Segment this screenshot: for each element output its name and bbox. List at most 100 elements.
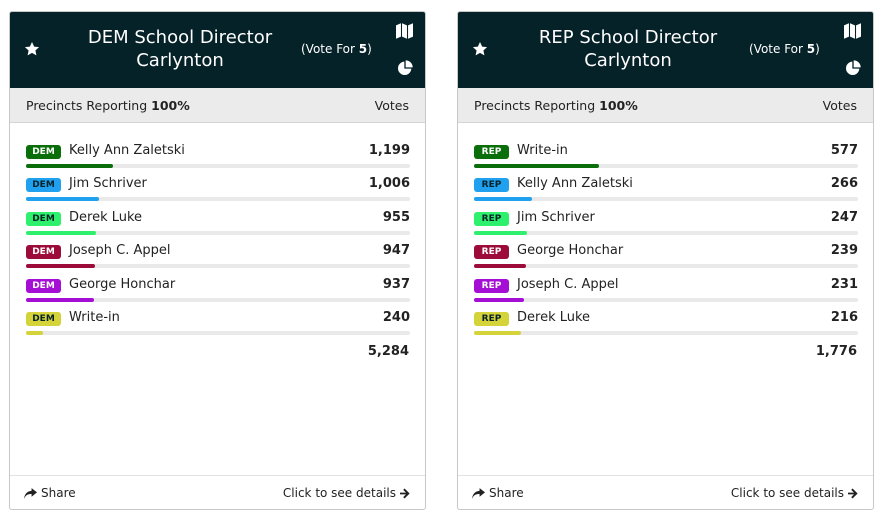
pie-chart-icon[interactable] (397, 60, 413, 76)
vote-share-bar-track (26, 297, 410, 302)
vote-share-bar-track (26, 330, 410, 335)
race-card-rep-school-director: REP School Director Carlynton (Vote For … (457, 11, 874, 510)
party-badge: REP (474, 145, 509, 159)
precincts-label: Precincts Reporting (474, 98, 596, 113)
party-badge: REP (474, 311, 509, 326)
party-badge: DEM (26, 178, 61, 193)
vote-share-bar-track (26, 164, 410, 168)
candidate-row: REP Jim Schriver 247 (474, 209, 858, 242)
star-icon[interactable] (472, 41, 488, 57)
candidate-votes: 266 (830, 176, 858, 192)
pie-chart-icon[interactable] (845, 60, 861, 76)
race-card-dem-school-director: DEM School Director Carlynton (Vote For … (9, 11, 426, 510)
vote-share-bar (26, 197, 99, 202)
vote-share-bar (26, 330, 44, 335)
vote-share-bar (474, 330, 521, 335)
candidate-name: Joseph C. Appel (69, 243, 171, 259)
vote-share-bar-track (474, 330, 858, 335)
vote-share-bar-track (474, 264, 858, 269)
details-label: Click to see details (730, 486, 844, 500)
vote-share-bar (474, 197, 532, 202)
race-title: REP School Director Carlynton (516, 26, 740, 72)
race-title-line1: DEM School Director (87, 27, 273, 48)
candidate-votes: 955 (382, 209, 410, 225)
vote-share-bar (474, 164, 599, 168)
race-title-line2: Carlynton (584, 50, 672, 71)
vote-for-label: (Vote For 5) (301, 41, 372, 57)
card-header: REP School Director Carlynton (Vote For … (458, 12, 873, 88)
candidate-name: Joseph C. Appel (517, 276, 619, 292)
party-badge: DEM (26, 211, 61, 226)
card-header: DEM School Director Carlynton (Vote For … (10, 12, 425, 88)
vote-share-bar (474, 264, 526, 269)
party-badge: DEM (26, 278, 61, 293)
candidate-row: DEM Jim Schriver 1,006 (26, 175, 410, 208)
candidate-votes: 247 (830, 209, 858, 225)
see-details-link[interactable]: Click to see details (283, 476, 411, 509)
share-label: Share (489, 486, 524, 500)
party-badge: DEM (26, 311, 61, 326)
vote-share-bar-track (474, 197, 858, 202)
arrow-right-icon (848, 487, 858, 499)
map-icon[interactable] (844, 23, 861, 39)
vote-share-bar (26, 230, 96, 235)
total-votes: 5,284 (367, 344, 409, 359)
party-badge: REP (474, 178, 509, 193)
vote-share-bar-track (26, 197, 410, 202)
vote-for-count: 5 (358, 42, 368, 56)
vote-share-bar (474, 297, 524, 302)
candidate-row: REP George Honchar 239 (474, 242, 858, 275)
star-icon[interactable] (24, 41, 40, 57)
candidate-votes: 1,199 (368, 143, 410, 158)
vote-share-bar-track (474, 164, 858, 168)
vote-for-prefix: (Vote For (749, 42, 807, 56)
party-badge: REP (474, 245, 509, 260)
total-votes: 1,776 (815, 344, 857, 359)
candidate-row: REP Derek Luke 216 (474, 309, 858, 342)
party-badge: DEM (26, 245, 61, 260)
candidate-votes: 240 (382, 309, 410, 325)
candidate-votes: 1,006 (368, 176, 410, 192)
race-title-line1: REP School Director (538, 27, 718, 48)
share-button[interactable]: Share (24, 476, 76, 509)
candidate-row: DEM Write-in 240 (26, 309, 410, 342)
candidate-name: George Honchar (69, 276, 176, 292)
share-icon (472, 487, 485, 499)
party-badge: DEM (26, 145, 61, 159)
candidate-votes: 216 (830, 309, 858, 325)
votes-column-header: Votes (822, 98, 857, 113)
candidate-row: DEM Kelly Ann Zaletski 1,199 (26, 142, 410, 175)
candidate-name: Jim Schriver (517, 209, 595, 225)
precincts-value: 100% (151, 98, 190, 113)
results-subheader: Precincts Reporting 100% Votes (10, 88, 425, 123)
vote-for-suffix: ) (367, 42, 372, 56)
results-subheader: Precincts Reporting 100% Votes (458, 88, 873, 123)
candidate-row: DEM Derek Luke 955 (26, 209, 410, 242)
votes-column-header: Votes (374, 98, 409, 113)
vote-for-suffix: ) (815, 42, 820, 56)
vote-share-bar (26, 164, 114, 168)
candidate-name: Kelly Ann Zaletski (69, 143, 185, 158)
candidate-list: DEM Kelly Ann Zaletski 1,199 DEM Jim Schrive… (26, 142, 410, 342)
vote-share-bar-track (474, 230, 858, 235)
candidate-name: Write-in (517, 143, 568, 158)
party-badge: REP (474, 211, 509, 226)
precincts-reporting: Precincts Reporting 100% (474, 88, 638, 123)
map-icon[interactable] (396, 23, 413, 39)
arrow-right-icon (400, 487, 410, 499)
vote-share-bar-track (26, 264, 410, 269)
vote-for-label: (Vote For 5) (749, 41, 820, 57)
candidate-votes: 577 (830, 143, 858, 158)
card-footer: Share Click to see details (10, 475, 425, 509)
candidate-name: Write-in (69, 309, 120, 325)
candidate-name: Kelly Ann Zaletski (517, 176, 633, 192)
candidate-row: REP Write-in 577 (474, 142, 858, 175)
vote-share-bar (26, 264, 95, 269)
share-button[interactable]: Share (472, 476, 524, 509)
candidate-name: Derek Luke (69, 209, 143, 225)
precincts-label: Precincts Reporting (26, 98, 148, 113)
see-details-link[interactable]: Click to see details (730, 476, 859, 509)
candidate-name: Derek Luke (517, 309, 591, 325)
candidate-list: REP Write-in 577 REP Kelly Ann Zaletski 266 RE… (474, 142, 858, 342)
share-label: Share (41, 486, 76, 500)
